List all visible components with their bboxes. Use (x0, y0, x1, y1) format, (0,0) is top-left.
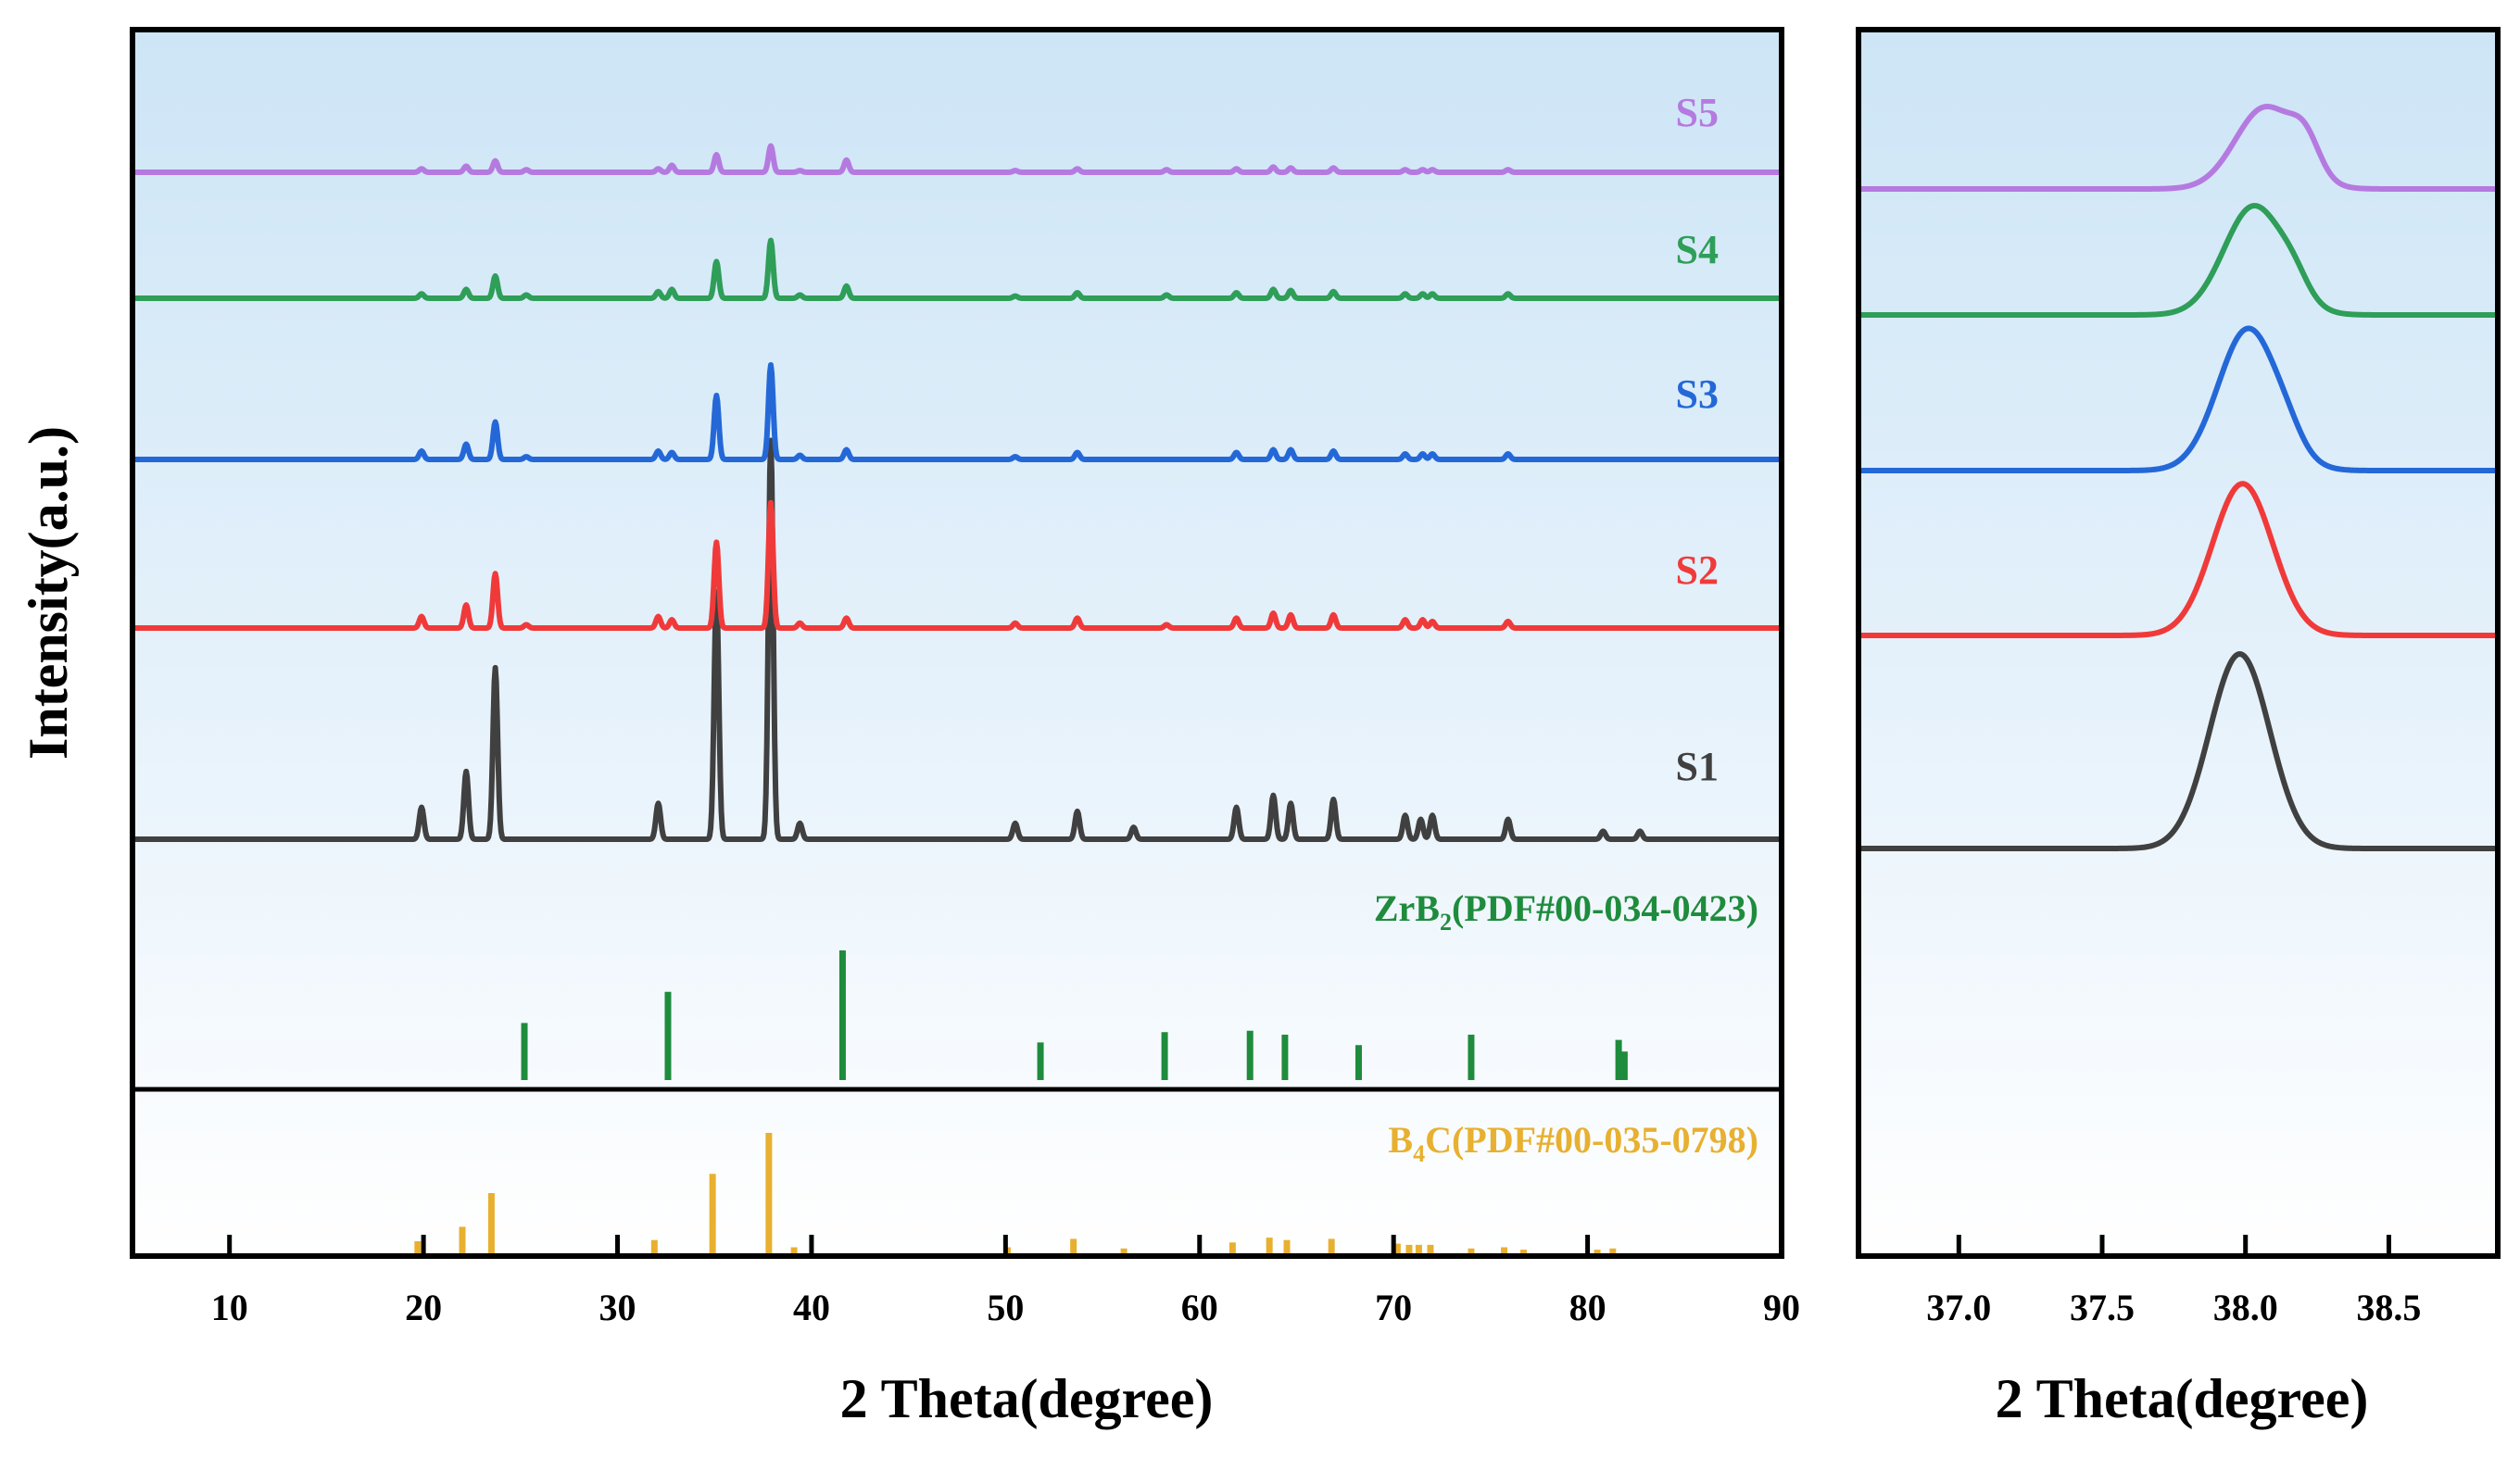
xrd-curve-s5 (131, 143, 1783, 175)
zoom-x-tick-label: 38.0 (2213, 1287, 2278, 1328)
xrd-curve-s2 (131, 499, 1783, 631)
main-x-tick-label: 60 (1181, 1287, 1218, 1328)
zoom-curves-layer (1857, 104, 2500, 851)
main-x-tick-label: 40 (793, 1287, 830, 1328)
xrd-curve-s3 (131, 362, 1783, 462)
zoom-curve-s1 (1857, 651, 2500, 851)
zoom-curve-s3 (1857, 325, 2500, 473)
series-label-s1: S1 (1676, 744, 1719, 789)
main-panel-background (132, 30, 1782, 1256)
y-axis-title: Intensity(a.u.) (18, 426, 79, 760)
main-x-tick-label: 70 (1375, 1287, 1412, 1328)
series-label-s4: S4 (1676, 227, 1719, 272)
main-x-tick-label: 10 (211, 1287, 248, 1328)
xrd-curve-s4 (131, 237, 1783, 301)
main-curves-layer (131, 143, 1783, 842)
series-label-s2: S2 (1676, 547, 1719, 593)
zoom-x-axis: 37.0 37.5 38.0 38.5 (1926, 1235, 2421, 1328)
zrb2-reference-label: ZrB2(PDF#00-034-0423) (1374, 887, 1758, 936)
zoom-panel-background (1858, 30, 2498, 1256)
zoom-panel-frame (1856, 27, 2501, 1259)
main-x-axis-title: 2 Theta(degree) (840, 1368, 1214, 1429)
zoom-x-axis-title: 2 Theta(degree) (1996, 1368, 2369, 1429)
zoom-x-tick-label: 37.0 (1926, 1287, 1991, 1328)
reference-lines-layer (414, 950, 1628, 1253)
main-x-tick-label: 80 (1569, 1287, 1606, 1328)
zoom-x-tick-label: 38.5 (2356, 1287, 2421, 1328)
series-label-s3: S3 (1676, 371, 1719, 417)
main-x-tick-label: 30 (599, 1287, 636, 1328)
series-label-s5: S5 (1676, 90, 1719, 135)
zoom-curve-s4 (1857, 203, 2500, 318)
zoom-curve-s2 (1857, 481, 2500, 638)
main-x-tick-label: 50 (987, 1287, 1024, 1328)
xrd-curve-s1 (131, 437, 1783, 842)
main-x-axis: 10 20 30 40 50 60 70 80 90 (211, 1235, 1800, 1328)
zoom-curve-s5 (1857, 104, 2500, 192)
b4c-reference-label: B4C(PDF#00-035-0798) (1388, 1119, 1758, 1167)
zoom-x-tick-label: 37.5 (2070, 1287, 2135, 1328)
main-x-tick-label: 90 (1763, 1287, 1800, 1328)
main-panel-frame (130, 27, 1784, 1259)
main-x-tick-label: 20 (405, 1287, 442, 1328)
